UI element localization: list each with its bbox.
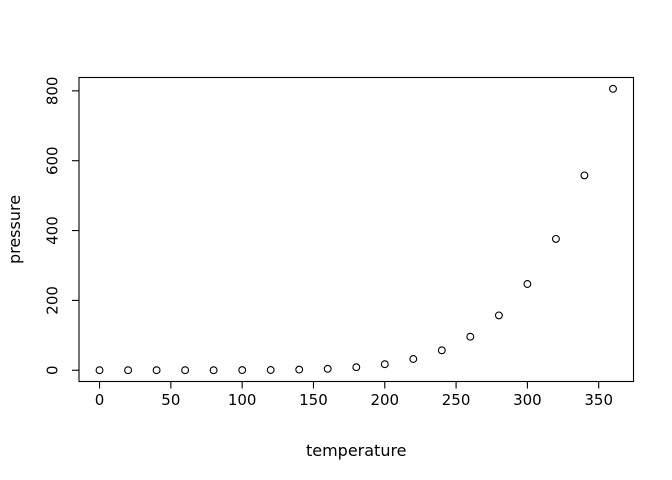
data-point [380, 360, 389, 369]
x-tick-label: 300 [513, 391, 542, 409]
x-tick-label: 150 [299, 391, 328, 409]
y-tick-label: 800 [44, 77, 62, 106]
data-point [209, 366, 218, 375]
x-tick-label: 350 [584, 391, 613, 409]
data-point [323, 364, 332, 373]
data-point [95, 366, 104, 375]
data-point [580, 171, 589, 180]
x-tick-label: 100 [228, 391, 257, 409]
data-point [523, 280, 532, 288]
x-tick-label: 50 [161, 391, 180, 409]
data-point [124, 366, 133, 375]
plot-content-group: 0 50 100 150 200 250 300 350 0 200 400 600 800 [44, 76, 635, 409]
data-point [266, 366, 275, 374]
y-tick-label: 0 [44, 365, 62, 375]
data-point [181, 366, 190, 375]
y-axis-title: pressure [5, 195, 24, 264]
plot-box [78, 76, 635, 383]
data-point [352, 363, 361, 372]
x-tick-label: 250 [442, 391, 471, 409]
data-point [466, 332, 475, 341]
plot-frame-group: temperature pressure [5, 195, 407, 460]
data-point [609, 84, 617, 93]
x-tick-label: 200 [370, 391, 399, 409]
data-point [409, 355, 418, 363]
y-tick-label: 600 [44, 146, 62, 175]
data-point [494, 311, 503, 320]
data-point [295, 365, 304, 374]
y-tick-label: 400 [44, 216, 62, 245]
data-point [152, 366, 161, 375]
x-tick-label: 0 [95, 391, 105, 409]
y-tick-label: 200 [44, 286, 62, 315]
data-point [238, 366, 247, 375]
x-axis-title: temperature [306, 441, 407, 460]
data-point [551, 234, 560, 243]
data-point [437, 346, 446, 355]
